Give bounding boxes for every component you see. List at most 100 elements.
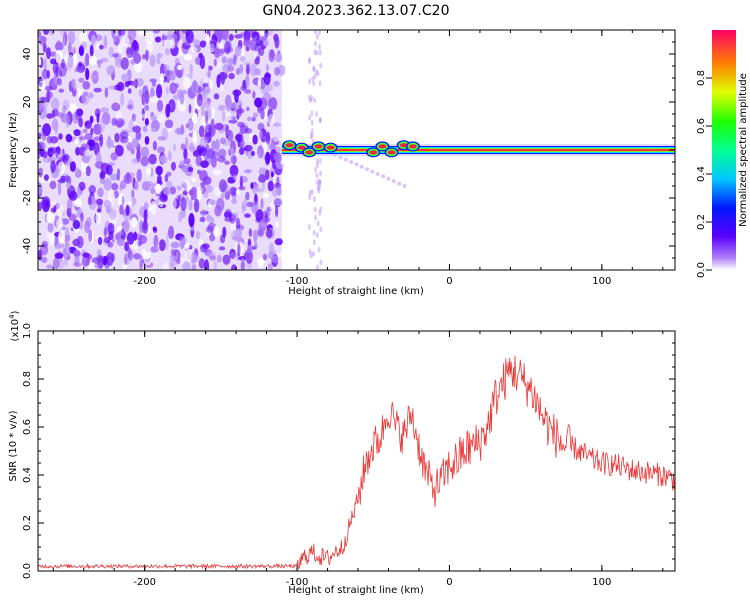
spectro-cell <box>208 79 213 90</box>
spectro-cell <box>144 90 150 104</box>
bottom-y-axis: 0.0 0.2 0.4 0.6 0.8 1.0 <box>22 323 675 579</box>
spectro-cell <box>232 155 237 165</box>
spectro-cell <box>136 77 144 87</box>
spectro-cell <box>219 137 227 145</box>
spectro-cell <box>220 30 229 40</box>
spectro-cell <box>103 226 108 236</box>
spectro-cell <box>308 248 312 255</box>
spectro-cell <box>157 114 166 123</box>
spectro-cell <box>84 133 93 141</box>
spectro-cell <box>221 56 228 64</box>
spectro-cell <box>127 99 134 111</box>
spectro-cell <box>229 101 237 116</box>
spectro-cell <box>130 217 138 228</box>
spectro-cell <box>156 84 163 99</box>
spectro-cell <box>56 218 64 229</box>
spectro-cell <box>156 100 164 112</box>
spectro-cell <box>116 168 121 181</box>
bottom-x-label: Height of straight line (km) <box>288 585 424 596</box>
spectro-cell <box>84 121 90 126</box>
spectro-cell <box>165 103 171 118</box>
spectro-cell <box>168 225 175 239</box>
spectro-cell <box>195 230 201 240</box>
y-tick-label: 0.6 <box>22 419 33 435</box>
spectro-cell <box>75 167 79 176</box>
spectro-cell <box>218 179 227 193</box>
spectro-cell <box>90 127 94 136</box>
spectro-cell <box>88 229 93 242</box>
spectro-cell <box>188 104 192 114</box>
spectro-cell <box>38 56 42 68</box>
spectro-cell <box>109 173 119 181</box>
spectro-cell <box>258 150 262 159</box>
spectro-cell <box>313 40 317 47</box>
spectro-cell <box>177 64 183 71</box>
spectro-cell <box>235 67 240 76</box>
spectro-cell <box>134 180 139 191</box>
spectro-cell <box>67 54 74 68</box>
spectro-cell <box>235 217 241 232</box>
spectro-cell <box>169 256 179 267</box>
spectro-cell <box>204 184 213 193</box>
spectro-cell <box>312 65 316 72</box>
spectro-cell <box>220 72 226 85</box>
spectro-cell <box>78 46 84 56</box>
spectro-cell <box>43 57 47 72</box>
spectro-cell <box>133 253 141 260</box>
spectro-cell <box>265 151 271 165</box>
spectro-cell <box>252 112 259 118</box>
spectro-cell <box>191 46 198 53</box>
spectro-cell <box>146 41 154 52</box>
spectro-cell <box>215 138 220 151</box>
spectro-cell <box>262 193 270 198</box>
y-tick-label: 0.2 <box>22 515 33 531</box>
spectro-cell <box>308 78 312 85</box>
spectro-cell <box>169 186 177 195</box>
spectro-cell <box>76 210 82 218</box>
spectro-cell <box>232 174 237 180</box>
spectro-cell <box>218 246 226 251</box>
y-tick-label: 40 <box>22 48 33 61</box>
spectro-cell <box>190 255 200 262</box>
spectro-cell <box>213 93 220 100</box>
spectro-cell <box>146 167 152 176</box>
spectro-cell <box>84 144 90 149</box>
x-tick-label: -100 <box>286 276 309 287</box>
spectro-cell <box>397 181 402 186</box>
spectro-cell <box>64 175 70 183</box>
spectro-cell <box>198 146 208 157</box>
spectro-cell <box>164 174 169 183</box>
spectro-cell <box>204 123 212 137</box>
spectro-cell <box>257 77 261 89</box>
spectro-cell <box>45 85 53 92</box>
spectro-cell <box>181 41 189 55</box>
spectro-cell <box>168 73 176 81</box>
spectro-cell <box>42 156 52 164</box>
spectro-cell <box>316 220 320 227</box>
spectro-cell <box>198 125 205 138</box>
colorbar-tick-label: 0.6 <box>696 118 707 134</box>
spectro-cell <box>144 118 149 126</box>
spectro-cell <box>205 76 210 84</box>
spectro-cell <box>38 142 43 155</box>
spectro-cell <box>97 236 103 246</box>
x-tick-label: 0 <box>446 276 452 287</box>
spectro-cell <box>201 110 209 117</box>
spectro-cell <box>143 209 148 223</box>
spectro-cell <box>162 39 167 46</box>
spectro-cell <box>213 30 221 37</box>
spectro-cell <box>189 63 193 75</box>
spectro-cell <box>141 220 149 234</box>
snr-panel: -200 -100 0 100 0.0 0.2 0.4 0.6 0.8 1.0 Height o… <box>8 310 676 596</box>
spectro-cell <box>314 166 318 173</box>
spectro-cell <box>67 30 76 45</box>
spectro-cell <box>50 30 55 36</box>
spectro-cell <box>216 49 225 57</box>
spectro-cell <box>120 180 127 190</box>
spectro-cell <box>308 58 312 65</box>
spectro-cell <box>114 58 123 68</box>
spectro-cell <box>38 30 42 38</box>
spectro-cell <box>318 49 322 56</box>
spectro-cell <box>164 119 174 129</box>
